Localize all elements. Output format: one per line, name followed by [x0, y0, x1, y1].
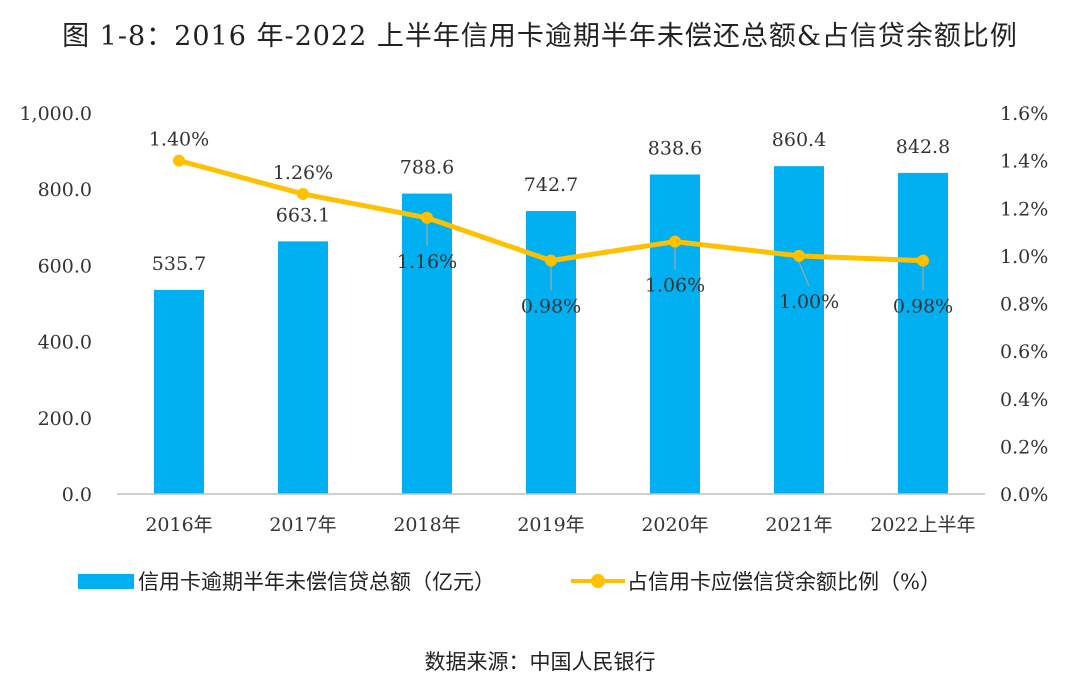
x-tick-label: 2021年: [765, 514, 832, 536]
x-tick-label: 2022上半年: [870, 514, 975, 536]
chart-title: 图 1-8：2016 年-2022 上半年信用卡逾期半年未偿还总额&占信贷余额比…: [62, 21, 1018, 52]
line-point: [173, 154, 185, 167]
bar: [898, 172, 948, 495]
line-point: [545, 254, 557, 267]
y-right-tick-label: 0.6%: [1000, 341, 1048, 363]
x-tick-label: 2018年: [393, 514, 460, 536]
y-left-tick-label: 1,000.0: [19, 103, 92, 125]
combo-chart: 0.0 200.0 400.0 600.0 800.0 1,000.0 0.0% 0.2% 0.…: [19, 103, 1048, 536]
line-point: [297, 187, 309, 200]
line-marker-icon: [571, 571, 625, 591]
bar: [154, 289, 204, 494]
y-left-tick-label: 0.0: [62, 484, 92, 506]
x-tick-label: 2016年: [145, 514, 212, 536]
line-data-label: 1.06%: [645, 275, 705, 297]
line-point: [917, 254, 929, 267]
y-left-tick-label: 800.0: [38, 179, 92, 201]
bar-data-label: 860.4: [772, 129, 826, 151]
y-right-tick-label: 0.4%: [1000, 389, 1048, 411]
line-data-label: 1.00%: [779, 291, 839, 313]
y-left-tick-label: 200.0: [38, 408, 92, 430]
y-right-tick-label: 0.2%: [1000, 436, 1048, 458]
bar: [650, 174, 700, 494]
line-point: [669, 235, 681, 248]
line-data-label: 1.40%: [149, 129, 209, 151]
bar-data-label: 535.7: [152, 253, 206, 275]
x-tick-label: 2017年: [269, 514, 336, 536]
y-left-tick-label: 600.0: [38, 255, 92, 277]
y-right-tick-label: 1.4%: [1000, 151, 1048, 173]
bar: [278, 241, 328, 494]
y-right-tick-label: 1.2%: [1000, 198, 1048, 220]
line-data-label: 1.16%: [397, 251, 457, 273]
y-right-tick-label: 0.0%: [1000, 484, 1048, 506]
line-point: [421, 211, 433, 224]
bar-data-label: 842.8: [896, 136, 950, 158]
source-note: 数据来源：中国人民银行: [424, 650, 656, 674]
bar-data-label: 663.1: [276, 204, 330, 226]
bar-data-label: 838.6: [648, 137, 702, 159]
bar-swatch-icon: [78, 573, 134, 589]
bar-data-label: 742.7: [524, 174, 578, 196]
legend-label-bar: 信用卡逾期半年未偿信贷总额（亿元）: [138, 570, 495, 594]
x-tick-label: 2020年: [641, 514, 708, 536]
line-data-label: 0.98%: [521, 296, 581, 318]
y-right-tick-label: 0.8%: [1000, 294, 1048, 316]
legend-item-bar: 信用卡逾期半年未偿信贷总额（亿元）: [78, 566, 495, 596]
y-right-tick-label: 1.6%: [1000, 103, 1048, 125]
y-left-tick-label: 400.0: [38, 332, 92, 354]
bar: [774, 166, 824, 494]
x-tick-label: 2019年: [517, 514, 584, 536]
line-point: [793, 249, 805, 262]
legend-label-line: 占信用卡应偿信贷余额比例（%）: [627, 570, 941, 594]
line-data-label: 0.98%: [893, 296, 953, 318]
y-right-tick-label: 1.0%: [1000, 246, 1048, 268]
legend-item-line: 占信用卡应偿信贷余额比例（%）: [571, 566, 941, 596]
legend: 信用卡逾期半年未偿信贷总额（亿元） 占信用卡应偿信贷余额比例（%）: [78, 566, 1018, 600]
line-data-label: 1.26%: [273, 162, 333, 184]
bar-data-label: 788.6: [400, 157, 454, 179]
leader-line: [798, 261, 810, 287]
